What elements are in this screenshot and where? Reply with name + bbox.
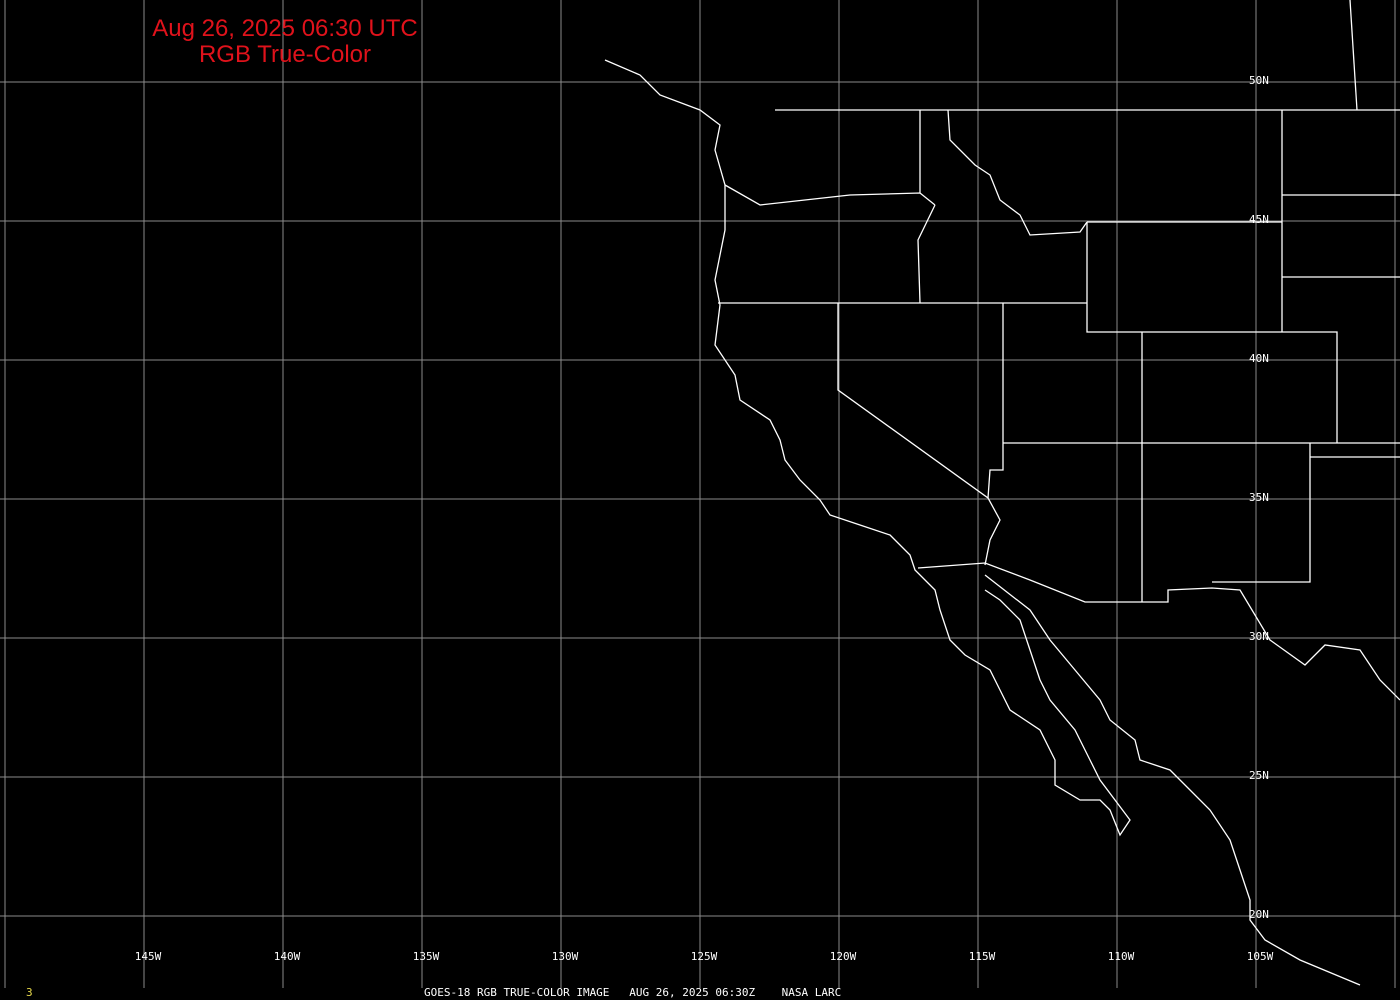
- ca-nv-border: [837, 303, 1001, 566]
- pacific-coastline: [604, 59, 1131, 837]
- id-wy-border: [1086, 222, 1142, 333]
- nm-east-border: [1212, 443, 1311, 583]
- id-mt-border: [947, 109, 1088, 236]
- map-title-product: RGB True-Color: [198, 41, 372, 68]
- longitude-label: 135W: [412, 950, 440, 963]
- or-id-border: [917, 204, 936, 304]
- nv-east-border: [987, 303, 1004, 499]
- latitude-label: 40N: [1249, 352, 1269, 365]
- mt-canada-east: [1349, 0, 1358, 111]
- map-title-datetime: Aug 26, 2025 06:30 UTC: [152, 15, 418, 42]
- image-caption: GOES-18 RGB TRUE-COLOR IMAGE AUG 26, 202…: [424, 986, 842, 999]
- frame-number: 3: [26, 986, 33, 999]
- mexico-mainland-coastline: [984, 574, 1361, 986]
- longitude-label: 140W: [273, 950, 301, 963]
- longitude-label: 125W: [690, 950, 718, 963]
- latitude-label: 50N: [1249, 74, 1269, 87]
- longitude-label: 115W: [968, 950, 996, 963]
- longitude-label: 130W: [551, 950, 579, 963]
- us-mexico-border: [917, 562, 1400, 701]
- coastlines-and-borders: [604, 0, 1400, 986]
- latitude-label: 30N: [1249, 630, 1269, 643]
- longitude-label: 105W: [1246, 950, 1274, 963]
- longitude-label: 110W: [1107, 950, 1135, 963]
- wa-or-border: [724, 184, 936, 206]
- latitude-label: 35N: [1249, 491, 1269, 504]
- longitude-label: 145W: [134, 950, 162, 963]
- latitude-label: 25N: [1249, 769, 1269, 782]
- latitude-label: 20N: [1249, 908, 1269, 921]
- longitude-label: 120W: [829, 950, 857, 963]
- latitude-label: 45N: [1249, 213, 1269, 226]
- co-border: [1142, 331, 1338, 443]
